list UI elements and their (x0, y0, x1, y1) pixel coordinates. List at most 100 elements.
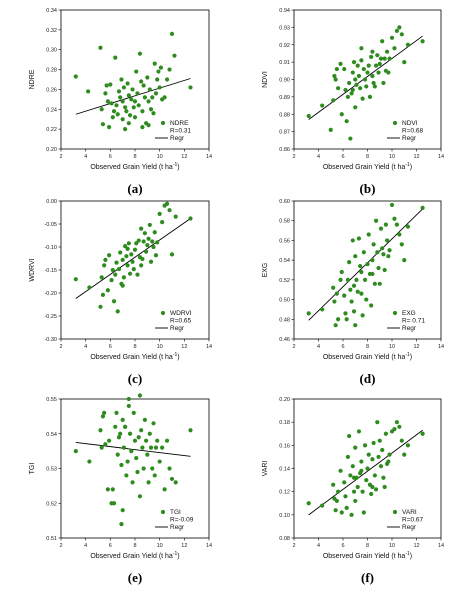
data-point (73, 449, 78, 454)
data-point (353, 323, 358, 328)
data-point (378, 464, 384, 469)
data-point (387, 452, 392, 457)
x-tick-label: 6 (109, 344, 112, 350)
data-point (354, 82, 359, 87)
data-point (127, 271, 133, 276)
y-tick-label: 0.46 (279, 337, 290, 343)
data-point (150, 239, 155, 244)
data-point (135, 91, 140, 96)
y-tick-label: 0.20 (46, 147, 57, 153)
data-point (126, 403, 131, 409)
data-point (123, 105, 128, 110)
data-point (167, 208, 172, 213)
data-point (373, 487, 379, 492)
x-axis-label: Observed Grain Yield (t ha-1) (90, 352, 179, 361)
data-point (355, 289, 360, 294)
data-point (370, 457, 375, 462)
data-point (370, 271, 375, 277)
data-point (328, 127, 333, 132)
data-point (370, 258, 375, 263)
data-point (131, 266, 136, 272)
data-point (141, 83, 146, 88)
y-tick-label: 0.28 (46, 68, 57, 74)
data-point (188, 216, 193, 221)
data-point (119, 522, 124, 527)
chart-panel-c: 2 4 6 8 10 12 14 -0.30 -0.25 -0.20 -0.15 -0.10 -0.05… (29, 199, 212, 386)
x-tick-label: 4 (84, 344, 87, 350)
regression-line (75, 218, 191, 299)
data-point (360, 96, 365, 101)
legend-series-label: NDVI (402, 120, 418, 127)
data-point (375, 420, 380, 425)
data-point (164, 201, 170, 206)
x-tick-label: 10 (389, 543, 395, 549)
x-tick-label: 6 (341, 543, 344, 549)
legend-series-label: VARI (402, 509, 417, 516)
data-point (360, 489, 365, 494)
data-point (142, 417, 147, 422)
data-point (118, 250, 123, 255)
data-point (116, 266, 122, 272)
data-point (153, 445, 159, 450)
data-point (169, 252, 175, 257)
data-point (129, 252, 134, 257)
data-point (146, 480, 151, 485)
data-point (365, 70, 370, 75)
data-point (306, 113, 311, 119)
data-point (123, 127, 128, 132)
x-tick-label: 12 (181, 543, 187, 549)
x-tick-label: 14 (438, 543, 444, 549)
chart-panel-b: 2 4 6 8 10 12 14 0.86 0.87 0.88 0.89 0.90 0.91 0.92 0.… (262, 8, 444, 196)
data-point (343, 87, 348, 93)
y-tick-label: 0.89 (279, 95, 290, 101)
data-point (359, 468, 364, 473)
data-point (402, 258, 407, 263)
data-point (124, 254, 129, 259)
data-point (87, 285, 92, 290)
y-tick-label: 0.58 (279, 219, 290, 225)
data-point (389, 202, 395, 208)
data-point (109, 101, 114, 106)
data-point (73, 277, 78, 282)
y-axis-label: WDRVI (29, 258, 36, 281)
data-point (353, 254, 358, 259)
data-point (102, 410, 107, 415)
data-point (100, 122, 106, 127)
data-point (360, 313, 365, 318)
data-point (169, 476, 175, 482)
data-point (167, 67, 172, 72)
data-point (380, 39, 385, 44)
data-point (132, 115, 138, 120)
data-point (420, 205, 425, 210)
x-tick-label: 2 (292, 344, 295, 350)
data-point (127, 431, 133, 436)
data-point (173, 214, 178, 219)
data-point (137, 393, 143, 398)
x-tick-label: 6 (341, 344, 344, 350)
legend-series-label: EXG (402, 310, 416, 317)
data-point (386, 70, 391, 75)
data-point (119, 77, 124, 82)
data-point (356, 429, 362, 434)
legend-stat-label: R=0.68 (402, 128, 424, 135)
data-point (342, 293, 347, 298)
data-point (107, 125, 112, 130)
data-point (98, 304, 103, 309)
data-point (126, 93, 131, 98)
data-point (320, 103, 325, 108)
data-point (420, 431, 425, 436)
legend-regr-label: Regr (170, 325, 185, 332)
data-point (172, 53, 177, 58)
data-point (381, 252, 386, 257)
data-point (134, 69, 139, 74)
data-point (332, 299, 337, 304)
legend-stat-label: R=0.67 (402, 517, 424, 524)
data-point (373, 63, 379, 68)
data-point (306, 501, 311, 506)
data-point (397, 232, 402, 237)
data-point (372, 281, 377, 286)
x-tick-label: 8 (366, 154, 369, 160)
data-point (111, 501, 117, 506)
data-point (356, 236, 362, 241)
data-point (140, 125, 145, 130)
